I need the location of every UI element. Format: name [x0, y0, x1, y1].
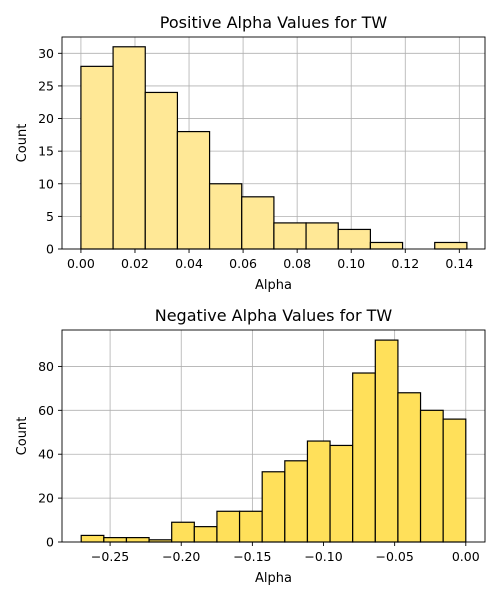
positive-alpha-axes-frame	[61, 36, 486, 250]
positive-alpha-histogram-bar	[305, 222, 339, 250]
positive-alpha-y-tick-label: 15	[38, 144, 54, 159]
negative-alpha-y-tick-label: 80	[38, 359, 54, 374]
positive-alpha-chart: 0.00 0.02 0.04 0.06 0.08 0.10 0.12 0.14 0 5 10 15 20…	[15, 13, 486, 293]
positive-alpha-y-tick-label: 0	[46, 242, 54, 257]
negative-alpha-x-tick-label: −0.10	[304, 549, 342, 564]
negative-alpha-histogram-bar	[374, 339, 399, 543]
positive-alpha-x-tick-label: 0.10	[337, 256, 365, 271]
positive-alpha-histogram-bar	[144, 91, 179, 250]
negative-alpha-histogram-bar	[216, 510, 241, 543]
negative-alpha-chart: −0.25 −0.20 −0.15 −0.10 −0.05 0.00 0 20 40 60 80 N…	[15, 306, 486, 586]
negative-alpha-y-tick-label: 0	[46, 535, 54, 550]
negative-alpha-histogram-bar	[125, 537, 150, 543]
negative-alpha-histogram-bar	[306, 440, 331, 543]
positive-alpha-y-tick-label: 10	[38, 176, 54, 191]
negative-alpha-histogram-bar	[103, 537, 128, 543]
positive-alpha-x-tick-label: 0.08	[283, 256, 311, 271]
negative-alpha-histogram-bar	[397, 392, 422, 543]
positive-alpha-y-tick-label: 20	[38, 111, 54, 126]
negative-alpha-y-tick-label: 60	[38, 403, 54, 418]
negative-alpha-y-tick-label: 20	[38, 491, 54, 506]
positive-alpha-x-tick-label: 0.14	[445, 256, 473, 271]
positive-alpha-histogram-bar	[80, 65, 114, 250]
negative-alpha-histogram-bar	[261, 471, 286, 543]
positive-alpha-histogram-bar	[241, 196, 275, 250]
negative-alpha-y-tick-label: 40	[38, 447, 54, 462]
negative-alpha-histogram-bar	[80, 534, 105, 543]
negative-alpha-axes-frame	[61, 329, 486, 543]
positive-alpha-x-tick-label: 0.04	[175, 256, 203, 271]
positive-alpha-x-tick-label: 0.02	[121, 256, 149, 271]
negative-alpha-histogram-bar	[171, 521, 195, 543]
positive-alpha-histogram-bar	[337, 228, 371, 250]
negative-alpha-title: Negative Alpha Values for TW	[155, 306, 393, 325]
negative-alpha-histogram-bar	[442, 418, 467, 543]
negative-alpha-histogram-bar	[193, 526, 218, 543]
negative-alpha-x-tick-label: 0.00	[452, 549, 480, 564]
positive-alpha-histogram-bar	[369, 241, 404, 250]
positive-alpha-histogram-bar	[112, 46, 146, 250]
positive-alpha-x-tick-label: 0.00	[67, 256, 95, 271]
negative-alpha-x-tick-label: −0.05	[375, 549, 413, 564]
positive-alpha-histogram-bar	[273, 222, 307, 250]
negative-alpha-histogram-bar	[284, 460, 309, 543]
negative-alpha-y-axis-label: Count	[15, 417, 30, 456]
positive-alpha-x-tick-label: 0.06	[229, 256, 257, 271]
negative-alpha-x-tick-label: −0.15	[233, 549, 271, 564]
negative-alpha-x-tick-label: −0.20	[162, 549, 200, 564]
positive-alpha-y-tick-label: 30	[38, 46, 54, 61]
negative-alpha-histogram-bar	[329, 444, 354, 543]
positive-alpha-histogram-bar	[208, 183, 243, 250]
positive-alpha-y-tick-label: 25	[38, 78, 54, 93]
negative-alpha-x-axis-label: Alpha	[255, 571, 292, 586]
positive-alpha-histogram-bar	[176, 130, 211, 250]
positive-alpha-histogram-bar	[434, 241, 468, 250]
positive-alpha-y-tick-label: 5	[46, 209, 54, 224]
positive-alpha-x-tick-label: 0.12	[391, 256, 419, 271]
negative-alpha-x-tick-label: −0.25	[91, 549, 129, 564]
positive-alpha-title: Positive Alpha Values for TW	[160, 13, 388, 32]
negative-alpha-histogram-bar	[352, 372, 376, 543]
positive-alpha-y-axis-label: Count	[15, 124, 30, 163]
negative-alpha-histogram-bar	[419, 409, 444, 543]
negative-alpha-histogram-bar	[238, 510, 263, 543]
positive-alpha-x-axis-label: Alpha	[255, 278, 292, 293]
